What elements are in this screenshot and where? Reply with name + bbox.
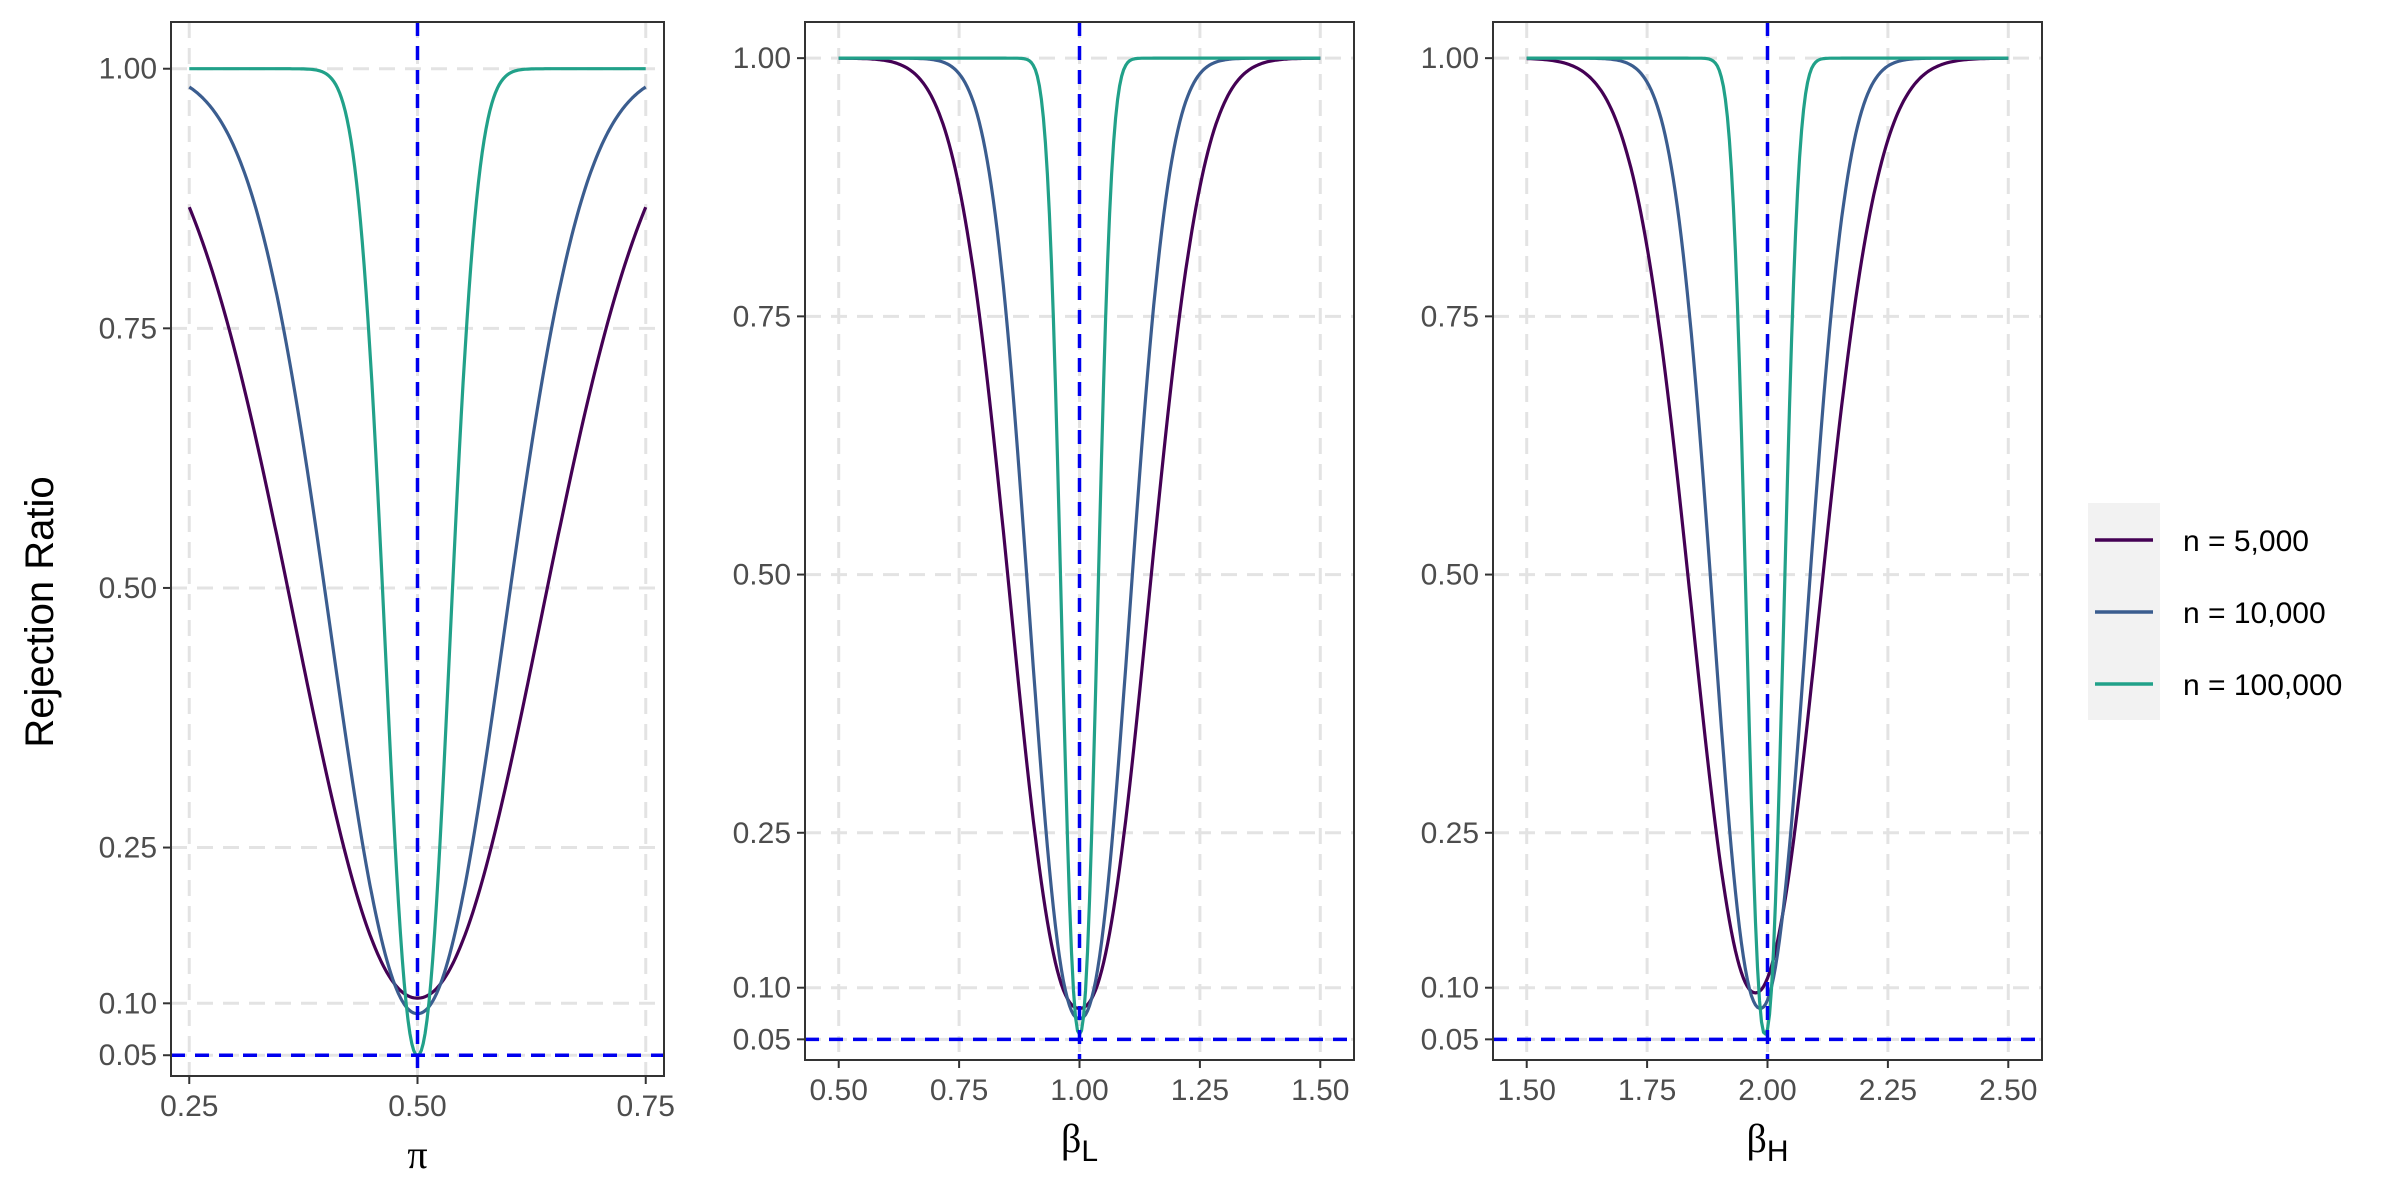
x-tick-label: 0.50 <box>810 1074 868 1107</box>
y-tick-label: 0.25 <box>99 832 157 865</box>
x-tick-label: 1.75 <box>1618 1074 1676 1107</box>
series-line-1 <box>187 206 648 1000</box>
x-tick-label: 1.50 <box>1498 1074 1556 1107</box>
panel-pi: 0.05 0.10 0.25 0.50 0.75 1.00 0.25 0.50 0.75 π <box>99 21 675 1177</box>
x-tick-label: 1.50 <box>1291 1074 1349 1107</box>
y-tick-label: 0.25 <box>1421 817 1479 850</box>
y-tick-label: 1.00 <box>1421 42 1479 75</box>
panel-beta_H: 0.05 0.10 0.25 0.50 0.75 1.00 1.50 1.75 2.00 2.25… <box>1421 21 2043 1168</box>
x-axis-title: π <box>407 1132 427 1177</box>
series-group <box>1526 56 2009 1036</box>
series-line-1 <box>1526 56 2009 995</box>
y-tick-label: 0.10 <box>733 972 791 1005</box>
series-line-3 <box>1526 56 2009 1036</box>
legend: n = 5,000 n = 10,000 n = 100,000 <box>2088 503 2342 720</box>
x-axis-title: βL <box>1061 1116 1098 1168</box>
x-tick-label: 2.00 <box>1738 1074 1796 1107</box>
x-tick-label: 1.25 <box>1171 1074 1229 1107</box>
y-tick-label: 0.10 <box>99 987 157 1020</box>
x-tick-label: 0.25 <box>160 1090 218 1123</box>
x-tick-label: 2.25 <box>1859 1074 1917 1107</box>
x-tick-label: 0.75 <box>930 1074 988 1107</box>
panels: 0.050.100.250.500.751.000.25 0.50 0.75π0.0… <box>99 21 2043 1177</box>
y-tick-label: 0.75 <box>99 312 157 345</box>
y-tick-label: 0.50 <box>99 572 157 605</box>
y-tick-label: 1.00 <box>733 42 791 75</box>
y-tick-label: 0.10 <box>1421 972 1479 1005</box>
x-tick-label: 0.75 <box>617 1090 675 1123</box>
x-tick-label: 1.00 <box>1050 1074 1108 1107</box>
x-tick-label: 2.50 <box>1979 1074 2037 1107</box>
legend-label: n = 100,000 <box>2183 669 2342 702</box>
legend-label: n = 10,000 <box>2183 597 2326 630</box>
y-tick-label: 0.75 <box>1421 300 1479 333</box>
y-tick-label: 0.05 <box>733 1023 791 1056</box>
y-tick-label: 0.05 <box>99 1039 157 1072</box>
legend-label: n = 5,000 <box>2183 525 2309 558</box>
y-tick-label: 0.50 <box>733 559 791 592</box>
y-tick-label: 1.00 <box>99 53 157 86</box>
y-tick-label: 0.25 <box>733 817 791 850</box>
y-axis-title: Rejection Ratio <box>18 476 62 747</box>
x-axis-title: βH <box>1746 1116 1788 1168</box>
x-tick-label: 0.50 <box>388 1090 446 1123</box>
y-tick-label: 0.50 <box>1421 559 1479 592</box>
y-tick-label: 0.05 <box>1421 1023 1479 1056</box>
panel-beta_L: 0.05 0.10 0.25 0.50 0.75 1.00 0.50 0.75 1.00 1.25… <box>733 21 1355 1168</box>
y-tick-label: 0.75 <box>733 300 791 333</box>
